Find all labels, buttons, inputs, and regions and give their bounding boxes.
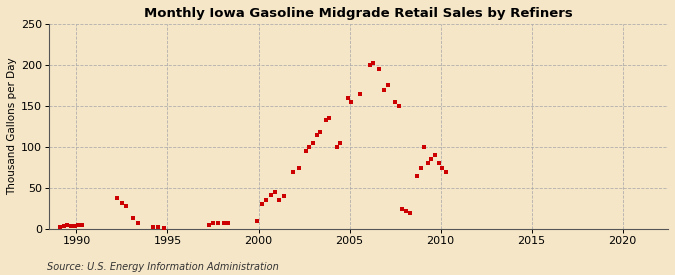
Point: [433, 161, 444, 166]
Point: [219, 220, 230, 225]
Point: [261, 198, 271, 203]
Point: [441, 169, 452, 174]
Point: [342, 96, 353, 100]
Point: [382, 83, 393, 88]
Text: Source: U.S. Energy Information Administration: Source: U.S. Energy Information Administ…: [47, 262, 279, 272]
Point: [111, 196, 122, 200]
Point: [70, 224, 80, 228]
Point: [331, 145, 342, 149]
Point: [204, 223, 215, 227]
Point: [308, 141, 319, 145]
Point: [153, 225, 164, 230]
Point: [73, 223, 84, 227]
Point: [412, 174, 423, 178]
Point: [415, 165, 426, 170]
Point: [324, 116, 335, 120]
Point: [273, 198, 284, 203]
Y-axis label: Thousand Gallons per Day: Thousand Gallons per Day: [7, 58, 17, 195]
Point: [400, 209, 411, 213]
Point: [256, 202, 267, 207]
Point: [222, 221, 233, 226]
Point: [315, 130, 326, 134]
Point: [128, 215, 138, 220]
Point: [404, 210, 415, 215]
Point: [293, 165, 304, 170]
Point: [269, 190, 280, 194]
Point: [65, 224, 76, 228]
Point: [117, 201, 128, 205]
Point: [288, 169, 298, 174]
Point: [364, 63, 375, 67]
Point: [321, 118, 331, 122]
Point: [379, 87, 389, 92]
Point: [159, 226, 169, 230]
Point: [120, 204, 131, 208]
Point: [397, 207, 408, 211]
Point: [430, 153, 441, 157]
Point: [311, 133, 322, 137]
Point: [423, 161, 433, 166]
Title: Monthly Iowa Gasoline Midgrade Retail Sales by Refiners: Monthly Iowa Gasoline Midgrade Retail Sa…: [144, 7, 573, 20]
Point: [62, 223, 73, 227]
Point: [279, 194, 290, 199]
Point: [335, 141, 346, 145]
Point: [300, 149, 311, 153]
Point: [148, 224, 159, 229]
Point: [346, 100, 356, 104]
Point: [355, 92, 366, 96]
Point: [76, 223, 87, 227]
Point: [58, 224, 69, 228]
Point: [266, 192, 277, 197]
Point: [418, 145, 429, 149]
Point: [389, 100, 400, 104]
Point: [394, 104, 404, 108]
Point: [304, 145, 315, 149]
Point: [213, 220, 224, 225]
Point: [133, 220, 144, 225]
Point: [437, 165, 448, 170]
Point: [208, 221, 219, 226]
Point: [55, 224, 65, 229]
Point: [368, 61, 379, 65]
Point: [251, 219, 262, 223]
Point: [373, 67, 384, 71]
Point: [426, 157, 437, 161]
